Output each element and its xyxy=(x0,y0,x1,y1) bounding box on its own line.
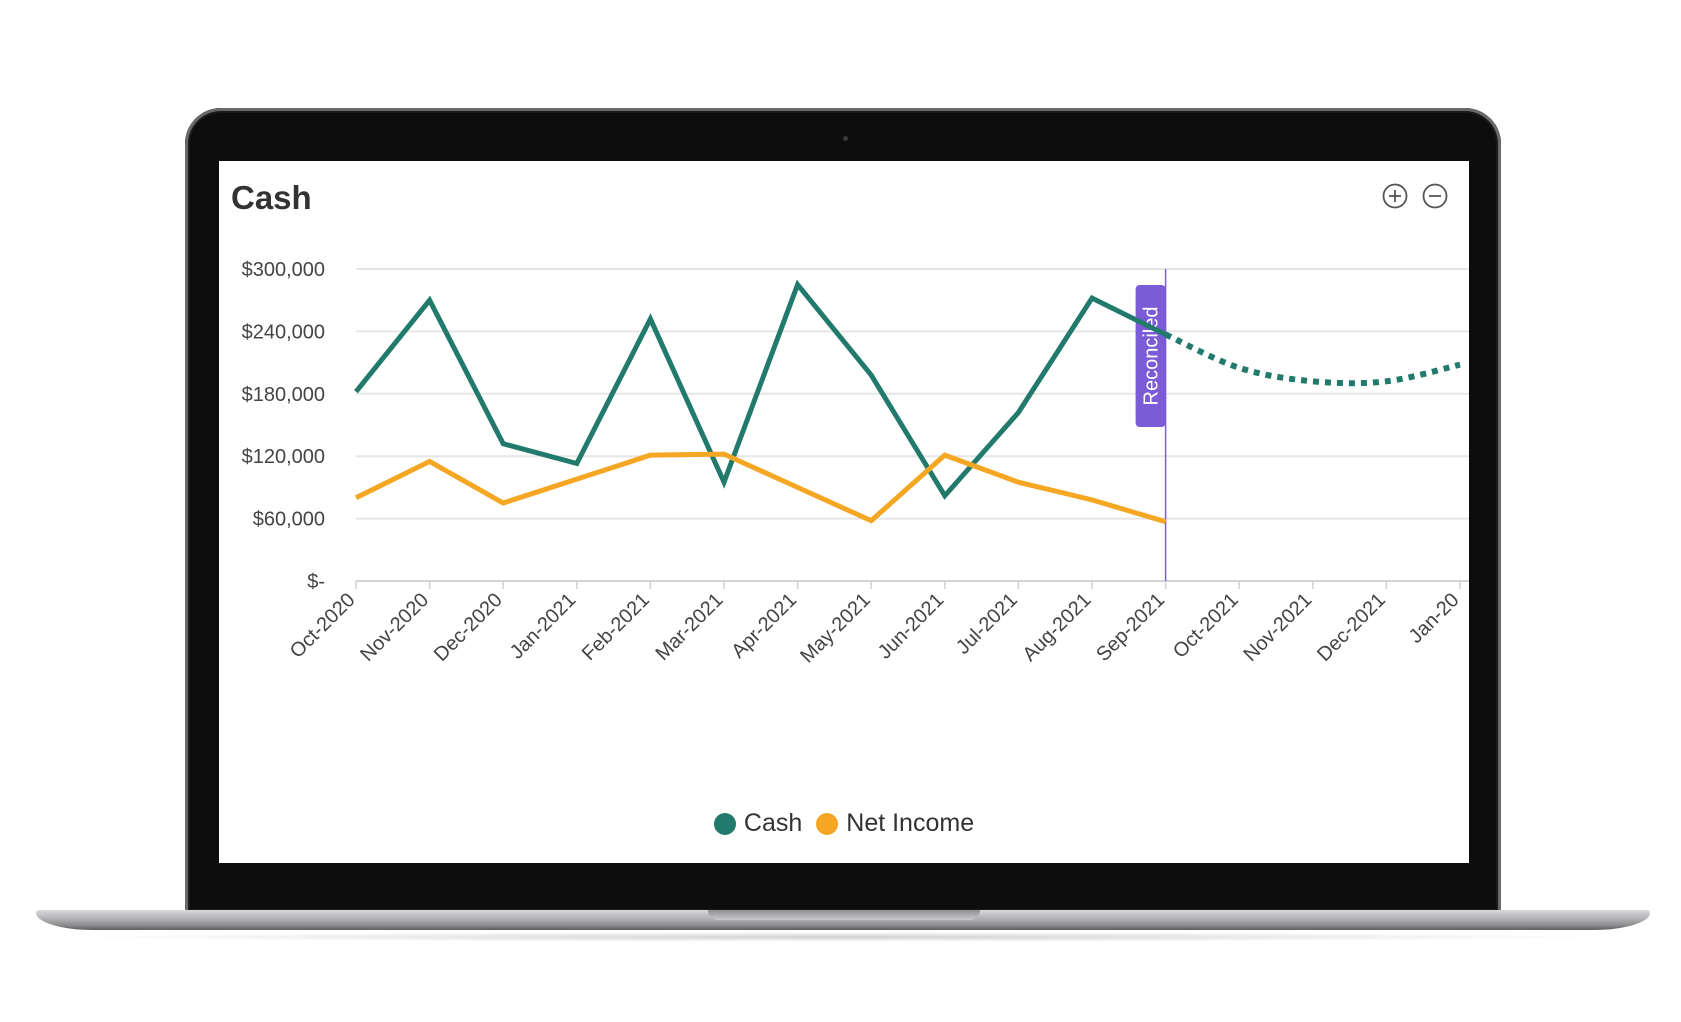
y-tick-label: $180,000 xyxy=(242,384,325,406)
x-tick-label: Jan-20 xyxy=(1405,589,1464,648)
x-tick-label: Oct-2020 xyxy=(286,589,360,663)
zoom-in-button[interactable] xyxy=(1382,183,1408,209)
x-tick-label: Jul-2021 xyxy=(952,589,1022,659)
x-tick-label: Dec-2020 xyxy=(430,589,507,666)
y-tick-label: $300,000 xyxy=(242,259,325,281)
x-tick-label: Aug-2021 xyxy=(1019,589,1096,666)
laptop-shadow xyxy=(60,932,1620,942)
legend-swatch xyxy=(713,812,736,835)
x-tick-label: Sep-2021 xyxy=(1092,589,1169,666)
legend-label: Cash xyxy=(743,809,803,837)
cash-series-line xyxy=(354,279,1167,500)
legend-label: Net Income xyxy=(846,809,975,837)
screen: Cash $- $60,000 $120,000 $180,000 $240,000 $3… xyxy=(219,161,1469,863)
legend-item-cash[interactable]: Cash xyxy=(713,809,803,838)
x-tick-label: Feb-2021 xyxy=(578,589,654,665)
x-tick-label: Dec-2021 xyxy=(1313,589,1390,666)
x-tick-label: Nov-2020 xyxy=(356,589,433,666)
y-tick-label: $240,000 xyxy=(242,321,325,343)
net-income-series-line xyxy=(354,451,1167,525)
x-tick-label: Jun-2021 xyxy=(874,589,949,664)
x-tick-label: Jan-2021 xyxy=(506,589,581,664)
x-tick-label: Mar-2021 xyxy=(651,589,727,665)
minus-circle-icon xyxy=(1422,183,1448,209)
camera-dot xyxy=(843,136,848,141)
x-tick-label: Nov-2021 xyxy=(1239,589,1316,666)
y-tick-label: $120,000 xyxy=(242,446,325,468)
laptop-notch xyxy=(708,910,980,920)
plus-circle-icon xyxy=(1382,183,1408,209)
x-tick-label: May-2021 xyxy=(796,589,874,667)
chart-plot: $- $60,000 $120,000 $180,000 $240,000 $300,00… xyxy=(242,259,1469,667)
x-tick-label: Apr-2021 xyxy=(727,589,801,663)
laptop-base xyxy=(36,910,1650,930)
legend-item-net-income[interactable]: Net Income xyxy=(816,809,974,838)
chart-title: Cash xyxy=(231,179,312,216)
y-tick-label: $- xyxy=(307,571,325,593)
zoom-out-button[interactable] xyxy=(1422,183,1448,209)
y-tick-label: $60,000 xyxy=(253,509,325,531)
reconciled-badge xyxy=(1135,285,1166,427)
cash-forecast-line xyxy=(1164,331,1461,387)
chart-legend: Cash Net Income xyxy=(219,809,1469,838)
x-tick-label: Oct-2021 xyxy=(1169,589,1243,663)
legend-swatch xyxy=(816,812,839,835)
